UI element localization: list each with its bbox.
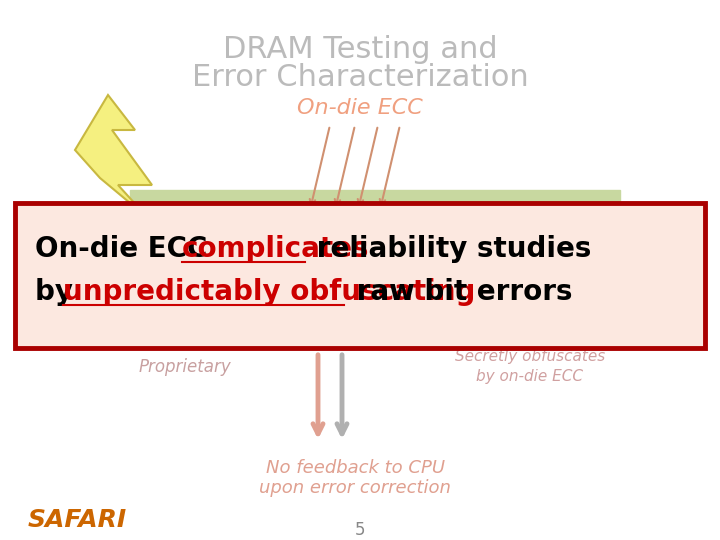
Text: complicates: complicates <box>182 235 369 263</box>
Text: SAFARI: SAFARI <box>28 508 127 532</box>
Bar <box>444 212 487 244</box>
Bar <box>387 212 430 244</box>
Text: On-die ECC: On-die ECC <box>297 98 423 118</box>
Text: by on-die ECC: by on-die ECC <box>477 369 583 384</box>
Text: 5: 5 <box>355 521 365 539</box>
Text: Secretly obfuscates: Secretly obfuscates <box>455 349 605 364</box>
Polygon shape <box>75 95 152 218</box>
Bar <box>130 209 620 247</box>
Text: Proprietary: Proprietary <box>139 358 231 376</box>
Bar <box>205 212 248 244</box>
Text: No feedback to CPU
upon error correction: No feedback to CPU upon error correction <box>259 458 451 497</box>
Bar <box>148 212 191 244</box>
Bar <box>558 212 601 244</box>
Bar <box>262 212 305 244</box>
Bar <box>319 212 362 244</box>
Bar <box>501 212 544 244</box>
Text: raw bit errors: raw bit errors <box>347 278 572 306</box>
Text: Error Characterization: Error Characterization <box>192 64 528 92</box>
Text: unpredictably obfuscating: unpredictably obfuscating <box>63 278 475 306</box>
FancyBboxPatch shape <box>15 203 705 348</box>
Text: reliability studies: reliability studies <box>307 235 591 263</box>
Text: On-die ECC: On-die ECC <box>35 235 217 263</box>
Text: by: by <box>35 278 83 306</box>
Text: DRAM Testing and: DRAM Testing and <box>222 36 498 64</box>
Bar <box>130 190 620 212</box>
